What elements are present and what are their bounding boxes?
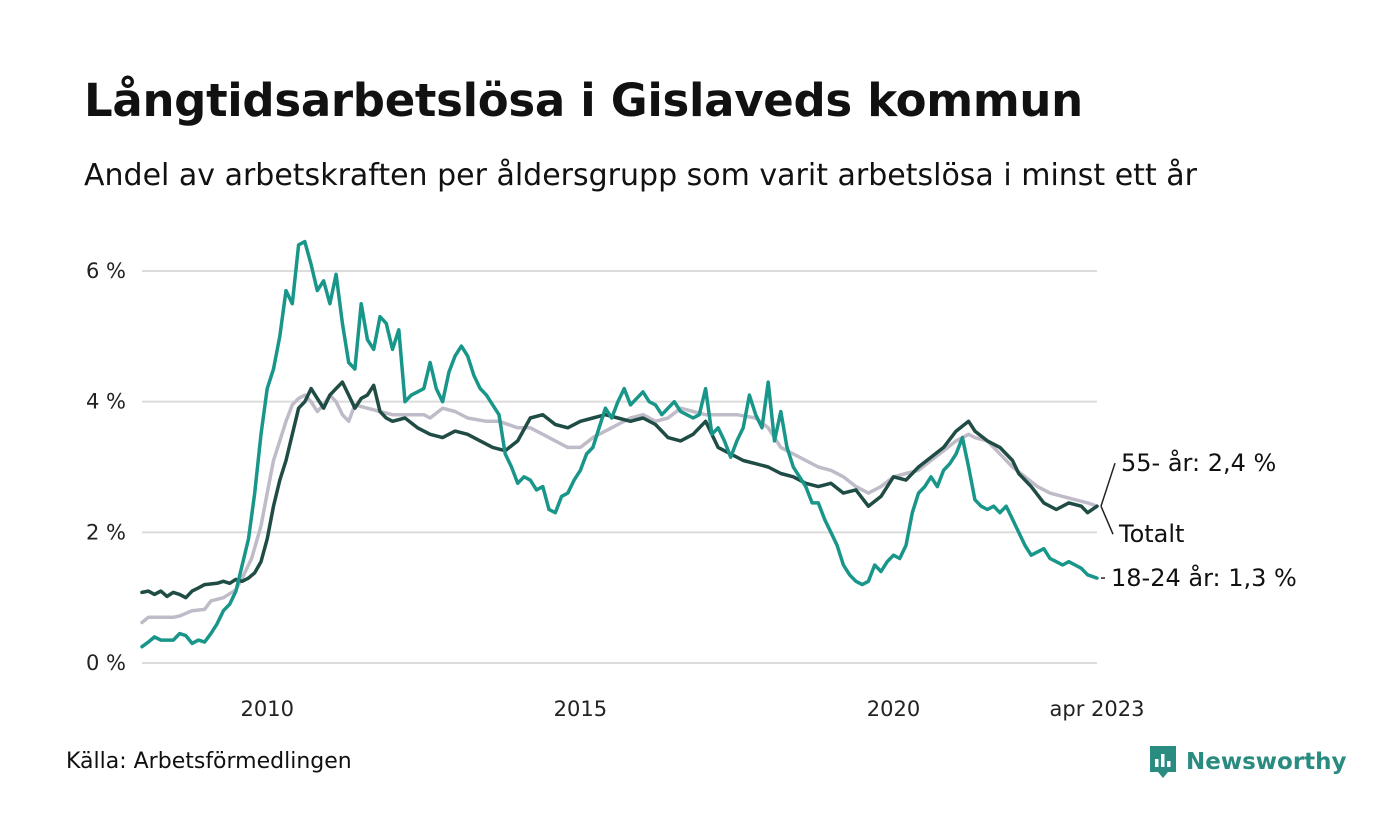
newsworthy-logo-icon bbox=[1150, 746, 1176, 778]
x-tick-label: 2010 bbox=[241, 697, 294, 721]
y-tick-label: 6 % bbox=[86, 259, 126, 283]
end-label-leader bbox=[1100, 505, 1114, 535]
series-end-label: 55- år: 2,4 % bbox=[1121, 448, 1276, 477]
x-tick-label: 2015 bbox=[554, 697, 607, 721]
brand-name: Newsworthy bbox=[1186, 749, 1347, 775]
source-note: Källa: Arbetsförmedlingen bbox=[66, 749, 352, 774]
series-end-label: Totalt bbox=[1118, 520, 1184, 548]
series-line bbox=[140, 393, 1099, 625]
brand-logo[interactable]: Newsworthy bbox=[1148, 744, 1347, 780]
end-label-leader bbox=[1100, 462, 1116, 507]
chart-subtitle: Andel av arbetskraften per åldersgrupp s… bbox=[84, 158, 1197, 193]
y-tick-label: 0 % bbox=[86, 651, 126, 675]
x-tick-label: apr 2023 bbox=[1050, 697, 1145, 721]
series-line bbox=[140, 380, 1099, 600]
x-tick-label: 2020 bbox=[867, 697, 920, 721]
series-line bbox=[140, 239, 1099, 649]
chart-title: Långtidsarbetslösa i Gislaveds kommun bbox=[84, 74, 1083, 127]
y-tick-label: 2 % bbox=[86, 520, 126, 544]
series-end-label: 18-24 år: 1,3 % bbox=[1111, 563, 1297, 592]
y-tick-label: 4 % bbox=[86, 390, 126, 414]
